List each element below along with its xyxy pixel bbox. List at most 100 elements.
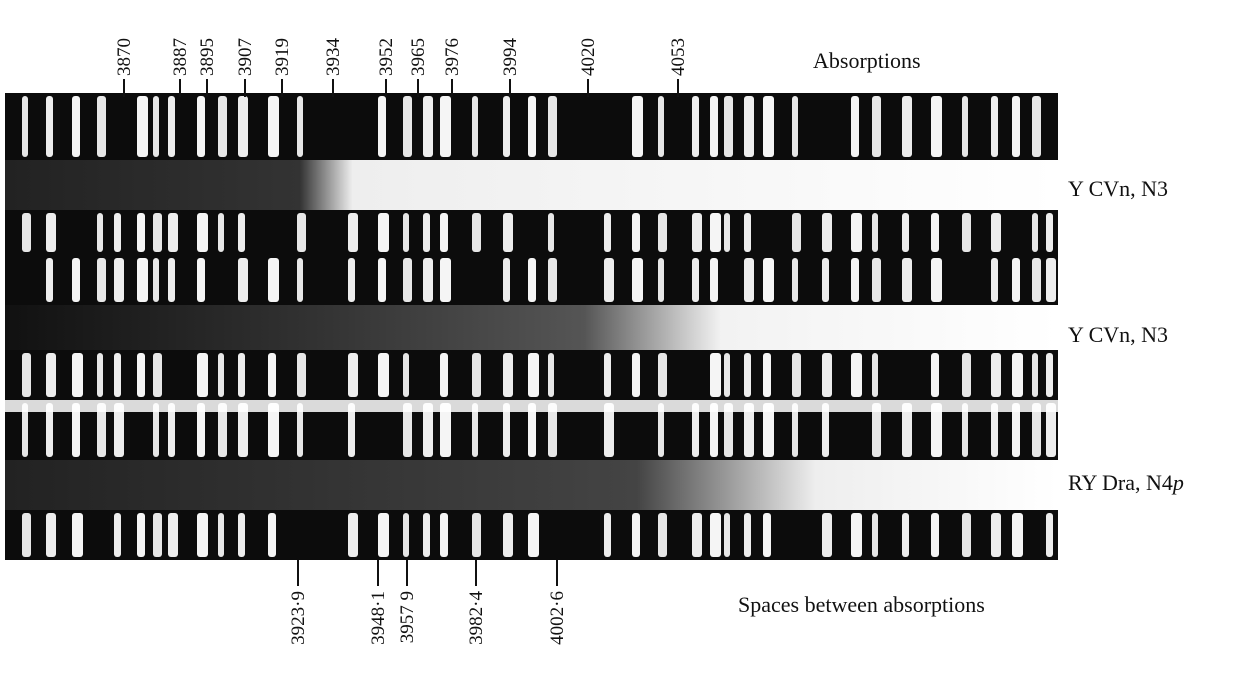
wavelength-label: 3887 <box>170 38 191 76</box>
emission-line <box>348 213 358 252</box>
emission-line <box>114 513 121 557</box>
emission-line <box>872 96 881 157</box>
emission-line <box>137 513 145 557</box>
emission-line <box>153 353 162 397</box>
emission-line <box>378 258 386 302</box>
emission-line <box>822 258 829 302</box>
emission-line <box>658 213 667 252</box>
emission-line <box>46 213 56 252</box>
emission-line <box>238 96 248 157</box>
emission-line <box>744 403 754 457</box>
emission-line <box>902 258 912 302</box>
emission-line <box>710 213 721 252</box>
emission-line <box>403 96 412 157</box>
emission-line <box>931 403 942 457</box>
emission-line <box>902 213 909 252</box>
emission-line <box>658 258 664 302</box>
emission-line <box>1046 258 1056 302</box>
emission-line <box>658 403 664 457</box>
emission-line <box>423 403 433 457</box>
emission-line <box>1046 403 1056 457</box>
emission-line <box>744 258 754 302</box>
emission-line <box>268 403 279 457</box>
emission-line <box>440 513 448 557</box>
emission-line <box>297 213 306 252</box>
emission-line <box>137 213 145 252</box>
emission-line <box>991 213 1001 252</box>
emission-line <box>692 258 699 302</box>
edge <box>1058 93 1068 560</box>
emission-line <box>724 513 730 557</box>
emission-line <box>137 96 148 157</box>
emission-line <box>1046 353 1053 397</box>
emission-line <box>604 403 614 457</box>
emission-line <box>46 258 53 302</box>
emission-line <box>962 353 971 397</box>
emission-line <box>440 353 448 397</box>
emission-line <box>238 513 245 557</box>
emission-line <box>153 258 159 302</box>
wavelength-label: 3952 <box>376 38 397 76</box>
emission-line <box>931 96 942 157</box>
wavelength-label: 4053 <box>668 38 689 76</box>
emission-line <box>744 353 751 397</box>
spectrum-label: Y CVn, N3 <box>1068 322 1168 347</box>
emission-line <box>604 213 611 252</box>
gap-row <box>5 400 1058 412</box>
emission-line <box>403 403 412 457</box>
emission-line <box>710 353 721 397</box>
emission-line <box>658 96 664 157</box>
emission-line <box>1032 403 1041 457</box>
emission-line <box>268 258 279 302</box>
emission-line <box>744 213 751 252</box>
emission-line <box>153 403 159 457</box>
emission-line <box>962 213 971 252</box>
emission-line <box>297 96 303 157</box>
wavelength-label: 3948·1 <box>368 591 389 645</box>
emission-line <box>528 403 536 457</box>
spectrum-label-italic: p <box>1171 470 1184 495</box>
emission-line <box>991 96 998 157</box>
emission-line <box>168 213 178 252</box>
emission-line <box>851 96 859 157</box>
emission-line <box>604 513 611 557</box>
emission-line <box>378 513 389 557</box>
emission-line <box>153 213 162 252</box>
emission-line <box>22 213 31 252</box>
emission-line <box>72 96 80 157</box>
wavelength-label: 3919 <box>272 38 293 76</box>
emission-line <box>153 513 162 557</box>
emission-line <box>153 96 159 157</box>
emission-line <box>792 213 801 252</box>
emission-line <box>692 213 702 252</box>
spectrum-plate <box>5 93 1068 560</box>
emission-line <box>872 258 881 302</box>
emission-line <box>604 258 614 302</box>
emission-line <box>348 513 358 557</box>
wavelength-label: 3870 <box>114 38 135 76</box>
emission-line <box>440 258 451 302</box>
emission-line <box>197 403 205 457</box>
emission-line <box>792 96 798 157</box>
emission-line <box>268 513 276 557</box>
emission-line <box>297 258 303 302</box>
emission-line <box>238 258 248 302</box>
emission-line <box>378 96 386 157</box>
emission-line <box>440 213 448 252</box>
wavelength-label: 4002·6 <box>547 591 568 645</box>
emission-line <box>72 403 80 457</box>
emission-line <box>218 403 227 457</box>
emission-line <box>197 258 205 302</box>
header: Absorptions <box>813 48 921 73</box>
emission-line <box>22 96 28 157</box>
emission-line <box>1032 213 1038 252</box>
emission-line <box>114 403 124 457</box>
emission-line <box>632 258 643 302</box>
emission-line <box>472 353 481 397</box>
emission-line <box>1032 96 1041 157</box>
emission-line <box>22 513 31 557</box>
wavelength-label: 3957 9 <box>397 591 418 643</box>
emission-line <box>114 353 121 397</box>
emission-line <box>991 513 1001 557</box>
